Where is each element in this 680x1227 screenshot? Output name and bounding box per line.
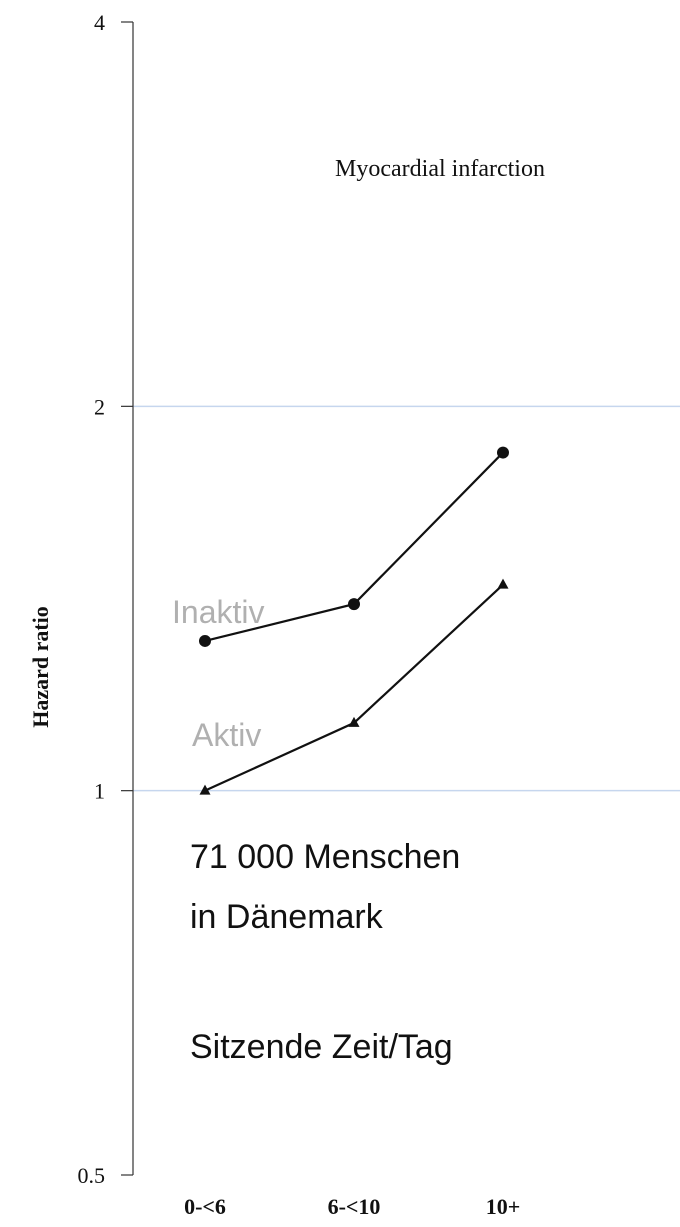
data-point-inaktiv-0 — [199, 634, 211, 647]
gridlines — [133, 405, 680, 792]
x-axis-tick-labels: 0-<6 6-<10 10+ — [184, 1194, 520, 1219]
data-series — [199, 446, 509, 795]
y-tick-label-0: 0.5 — [78, 1163, 106, 1188]
data-point-aktiv-1 — [348, 716, 360, 727]
chart-title: Myocardial infarction — [335, 156, 545, 182]
x-tick-label-1: 6-<10 — [328, 1194, 381, 1219]
series-label-inaktiv: Inaktiv — [172, 594, 264, 630]
data-point-inaktiv-1 — [348, 598, 360, 611]
x-tick-label-0: 0-<6 — [184, 1194, 226, 1219]
x-tick-label-2: 10+ — [486, 1194, 521, 1219]
annotation-x-axis-description: Sitzende Zeit/Tag — [190, 1028, 453, 1066]
y-tick-label-1: 1 — [94, 779, 105, 804]
data-point-aktiv-0 — [199, 784, 211, 795]
data-point-aktiv-2 — [497, 578, 509, 589]
y-tick-label-2: 2 — [94, 394, 105, 419]
y-axis-ticks: 0.5 1 2 4 — [78, 10, 133, 1188]
annotation-study-size: 71 000 Menschen — [190, 838, 460, 876]
y-axis-label: Hazard ratio — [28, 606, 53, 728]
data-point-inaktiv-2 — [497, 446, 509, 459]
series-label-aktiv: Aktiv — [192, 717, 261, 753]
annotation-country: in Dänemark — [190, 898, 384, 936]
y-tick-label-3: 4 — [94, 10, 105, 35]
